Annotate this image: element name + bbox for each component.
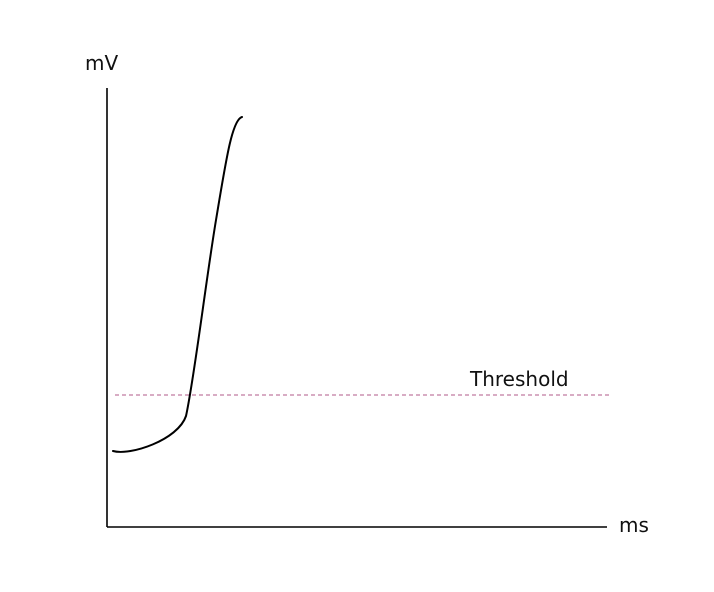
x-axis-label: ms <box>619 513 649 537</box>
y-axis-label: mV <box>85 51 118 75</box>
membrane-potential-curve <box>112 116 243 453</box>
threshold-label: Threshold <box>469 367 569 391</box>
